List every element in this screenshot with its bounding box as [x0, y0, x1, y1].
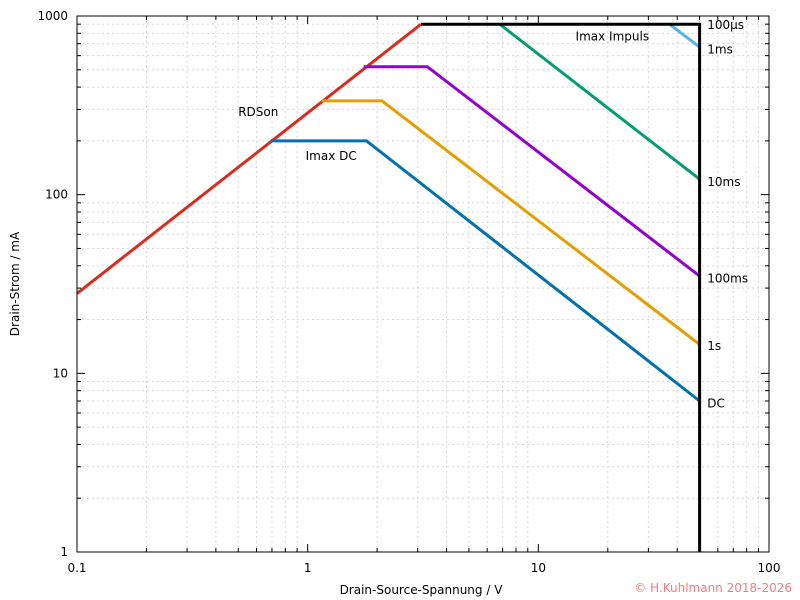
x-axis-label: Drain-Source-Spannung / V [340, 583, 504, 597]
tick-labels: 0.1 1 10 100 1 10 100 1000 [37, 9, 780, 575]
y-tick-label: 10 [53, 366, 68, 380]
series-line-10ms [498, 23, 701, 181]
annotation-label: 1ms [707, 42, 733, 56]
x-tick-label: 10 [531, 561, 546, 575]
x-tick-label: 1 [304, 561, 312, 575]
annotation-label: Imax DC [306, 149, 357, 163]
plot-frame [76, 15, 770, 553]
annotation-label: RDSon [238, 105, 278, 119]
grid [77, 16, 769, 552]
annotation-label: Imax Impuls [576, 29, 650, 43]
annotation-label: DC [707, 396, 725, 410]
series-line-dc [270, 139, 701, 403]
y-tick-label: 100 [45, 188, 68, 202]
series-line-100ms [363, 65, 701, 278]
annotation-label: 1s [707, 339, 721, 353]
x-tick-label: 100 [758, 561, 781, 575]
series-line-rdson [76, 23, 422, 295]
series-line-1s [321, 99, 701, 346]
annotations: RDSon Imax DC Imax Impuls 100µs 1ms 10ms 100ms… [238, 18, 748, 410]
y-axis-label: Drain-Strom / mA [8, 231, 22, 336]
axis-ticks [76, 16, 769, 553]
x-tick-label: 0.1 [67, 561, 86, 575]
series-line-100us [421, 22, 702, 552]
copyright-notice: © H.Kuhlmann 2018-2026 [634, 581, 792, 595]
y-tick-label: 1000 [37, 9, 68, 23]
annotation-label: 100µs [707, 18, 744, 32]
y-tick-label: 1 [60, 545, 68, 559]
series-line-1ms [668, 23, 701, 49]
series-group [76, 22, 702, 552]
annotation-label: 100ms [707, 271, 748, 285]
annotation-label: 10ms [707, 175, 740, 189]
